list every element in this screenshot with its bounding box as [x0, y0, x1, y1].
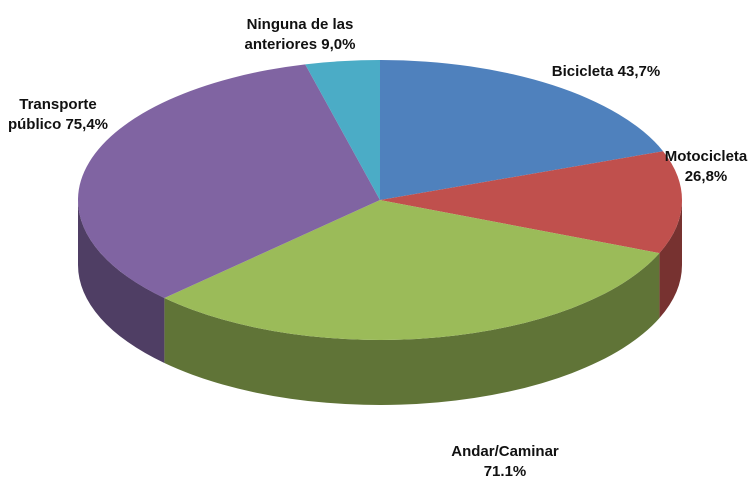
- value-label: 26,8%: [684, 168, 728, 185]
- data-label: Motocicleta 26,8%: [656, 147, 754, 187]
- slice: [380, 151, 682, 319]
- category-label: Ninguna de las anteriores: [244, 16, 354, 53]
- data-label: Transporte público 75,4%: [0, 95, 118, 135]
- data-label: Andar/Caminar 71.1%: [435, 442, 575, 482]
- slice-side: [659, 200, 682, 319]
- value-label: 71.1%: [483, 463, 527, 480]
- data-label: Bicicleta 43,7%: [506, 62, 706, 82]
- slice: [305, 60, 380, 200]
- value-label: 75,4%: [65, 116, 109, 133]
- slice: [164, 200, 660, 405]
- category-label: Motocicleta: [664, 148, 748, 165]
- slice-top: [380, 60, 664, 200]
- category-label: Transporte público: [7, 96, 97, 133]
- data-label: Ninguna de las anteriores 9,0%: [230, 15, 370, 55]
- slice-top: [380, 151, 682, 254]
- slice-top: [305, 60, 380, 200]
- slice-side: [77, 200, 165, 364]
- slice-top: [164, 200, 660, 340]
- category-label: Bicicleta: [551, 63, 614, 80]
- category-label: Andar/Caminar: [451, 443, 559, 460]
- slice: [77, 64, 380, 364]
- slice: [380, 60, 664, 200]
- slice-side: [164, 253, 660, 405]
- value-label: 9,0%: [321, 36, 356, 53]
- value-label: 43,7%: [617, 63, 661, 80]
- slice-top: [77, 64, 380, 299]
